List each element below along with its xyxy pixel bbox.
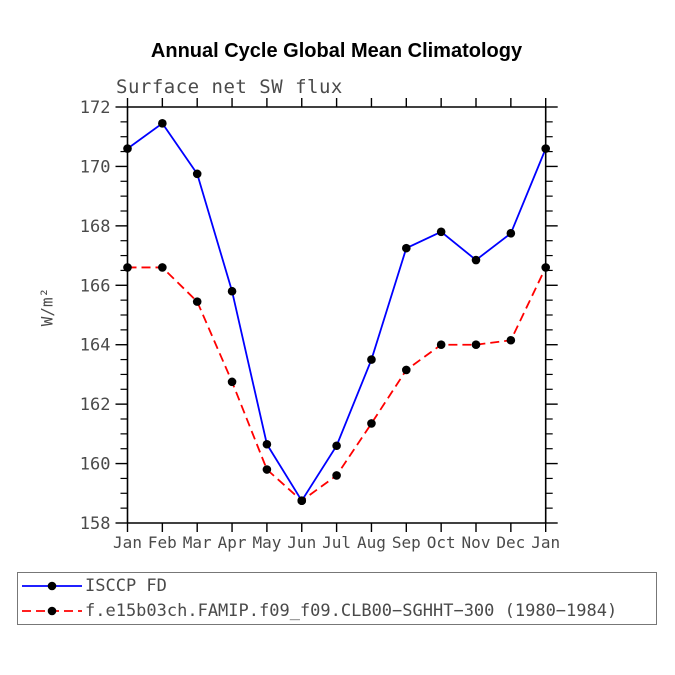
chart-title: Annual Cycle Global Mean Climatology [150,40,523,62]
data-point-marker-s1 [158,263,167,272]
x-tick-label: Aug [357,533,386,552]
data-point-marker-s0 [436,227,446,237]
legend-label-isccp: ISCCP FD [85,576,167,596]
data-point-marker-s0 [158,119,167,128]
y-tick-label: 166 [80,276,111,296]
data-point-marker-s1 [541,263,550,272]
y-tick-label: 164 [80,336,111,356]
x-tick-label: May [252,533,281,552]
legend-line-sample-model [22,606,82,616]
data-point-marker-s1 [192,297,202,306]
legend-label-model: f.e15b03ch.FAMIP.f09_f09.CLB00−SGHHT−300… [85,601,618,621]
data-point-marker-s0 [402,243,411,253]
x-tick-label: Dec [496,533,525,552]
data-point-marker-s1 [297,496,307,506]
legend-sample-marker [47,606,57,616]
plot-area: Jan Feb Mar Apr May Jun Jul Aug Sep Oct Nov Dec Jan1… [80,98,560,552]
data-point-marker-s1 [262,465,272,474]
x-tick-label: Sep [392,533,421,552]
data-point-marker-s0 [367,355,376,364]
y-tick-label: 158 [80,514,111,534]
x-tick-label: Apr [218,533,247,552]
data-point-marker-s1 [227,377,237,387]
data-point-marker-s0 [332,441,341,451]
y-tick-label: 160 [80,455,111,475]
chart-subtitle: Surface net SW flux [116,76,343,98]
series-line-1 [127,266,547,502]
y-tick-label: 170 [80,157,111,177]
legend-line-sample-isccp [22,581,82,591]
data-point-marker-s1 [471,340,481,350]
y-tick-label: 168 [80,217,111,237]
x-tick-label: Mar [183,533,212,552]
y-tick-label: 162 [80,395,111,415]
x-tick-label: Jul [322,533,351,552]
data-point-marker-s0 [227,286,237,296]
data-point-marker-s1 [402,365,411,375]
legend-sample-marker [47,581,57,591]
x-tick-label: Jan [531,533,560,552]
data-point-marker-s1 [506,335,516,345]
data-point-marker-s1 [436,340,446,350]
data-point-marker-s1 [123,263,132,272]
data-point-marker-s0 [192,169,202,179]
legend-entry-isccp: ISCCP FD [18,574,656,599]
legend-box: ISCCP FD f.e15b03ch.FAMIP.f09_f09.CLB00−… [17,572,657,625]
data-point-marker-s0 [506,228,516,238]
data-point-marker-s1 [367,419,376,428]
x-tick-label: Jun [287,533,316,552]
legend-entry-model: f.e15b03ch.FAMIP.f09_f09.CLB00−SGHHT−300… [18,599,656,624]
data-point-marker-s0 [541,144,550,153]
x-tick-label: Jan [113,533,142,552]
x-tick-label: Oct [427,533,456,552]
y-tick-label: 172 [80,98,111,118]
data-point-marker-s1 [332,471,341,480]
data-point-marker-s0 [123,144,132,153]
data-point-marker-s0 [262,439,272,449]
data-point-marker-s0 [471,255,481,265]
x-tick-label: Feb [148,533,177,552]
x-tick-label: Nov [462,533,491,552]
